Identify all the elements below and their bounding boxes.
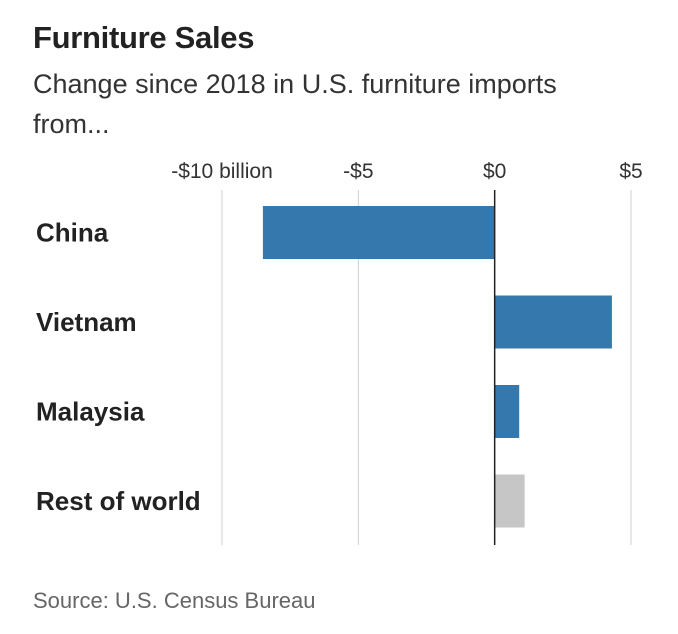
category-label: Rest of world [36, 486, 201, 516]
x-tick-label: $5 [619, 160, 642, 183]
bar-rest-of-world [494, 474, 525, 528]
x-tick-label: -$10 billion [171, 160, 273, 183]
bar-china [262, 206, 495, 259]
category-label: China [36, 218, 109, 248]
chart-title: Furniture Sales [33, 20, 255, 55]
category-labels: China Vietnam Malaysia Rest of world [36, 218, 201, 517]
bars [262, 206, 612, 528]
category-label: Vietnam [36, 307, 137, 337]
source-note: Source: U.S. Census Bureau [33, 588, 316, 613]
x-tick-label: $0 [483, 160, 506, 183]
bar-malaysia [494, 385, 520, 438]
x-tick-label: -$5 [343, 160, 373, 183]
bar-vietnam [494, 295, 612, 349]
category-label: Malaysia [36, 397, 145, 427]
bar-chart: -$10 billion -$5 $0 $5 China Vietnam Malaysia… [36, 160, 643, 545]
chart-subtitle: Change since 2018 in U.S. furniture impo… [33, 69, 557, 139]
x-axis-tick-labels: -$10 billion -$5 $0 $5 [171, 160, 642, 183]
